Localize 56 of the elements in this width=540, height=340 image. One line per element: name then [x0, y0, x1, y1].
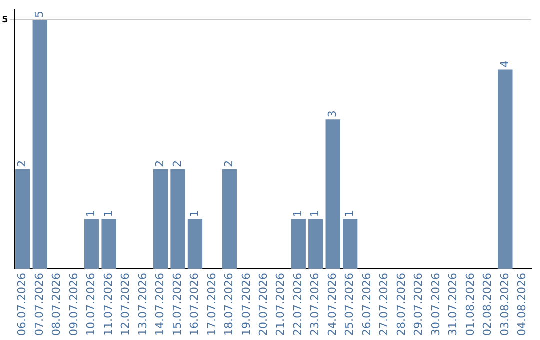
bar: [16, 169, 30, 270]
x-tick-label: 14.07.2026: [154, 273, 167, 336]
bar: [102, 219, 116, 270]
x-tick-label: 31.07.2026: [446, 273, 460, 336]
bar: [170, 169, 186, 270]
x-tick-label: 19.07.2026: [240, 273, 253, 336]
x-tick-label: 30.07.2026: [429, 273, 442, 336]
x-tick-label: 22.07.2026: [291, 273, 304, 336]
data-label: 1: [188, 210, 202, 218]
data-label: 2: [170, 160, 184, 168]
data-label: 2: [154, 160, 167, 168]
bar: [326, 120, 340, 270]
x-tick-label: 04.08.2026: [516, 273, 529, 336]
data-label: 2: [222, 160, 236, 168]
x-tick-label: 12.07.2026: [119, 273, 132, 336]
x-tick-label: 10.07.2026: [84, 273, 98, 336]
bar: [343, 219, 358, 270]
bar: [84, 219, 100, 270]
x-tick-label: 17.07.2026: [205, 273, 218, 336]
x-tick-label: 25.07.2026: [343, 273, 356, 336]
x-tick-label: 08.07.2026: [50, 273, 64, 336]
x-tick-label: 23.07.2026: [308, 273, 322, 336]
x-tick-label: 24.07.2026: [326, 273, 339, 336]
x-tick-label: 09.07.2026: [67, 273, 80, 336]
x-tick-label: 28.07.2026: [394, 273, 408, 336]
x-tick-label: 18.07.2026: [222, 273, 236, 336]
x-tick-label: 21.07.2026: [274, 273, 288, 336]
data-label: 1: [291, 210, 304, 218]
x-tick-label: 02.08.2026: [481, 273, 494, 336]
data-label: 4: [498, 60, 512, 68]
x-tick-label: 20.07.2026: [257, 273, 270, 336]
x-tick-label: 13.07.2026: [136, 273, 150, 336]
bar: [222, 169, 238, 270]
bar: [188, 219, 203, 270]
bar: [32, 20, 48, 270]
x-tick-label: 15.07.2026: [170, 273, 184, 336]
x-tick-label: 07.07.2026: [32, 273, 46, 336]
data-label: 2: [16, 160, 29, 168]
bar: [153, 169, 168, 270]
x-tick-label: 11.07.2026: [102, 273, 115, 336]
data-label: 1: [308, 210, 322, 218]
bar: [291, 219, 306, 270]
data-label: 1: [343, 210, 356, 218]
x-tick-label: 03.08.2026: [498, 273, 512, 336]
data-label: 1: [102, 210, 115, 218]
data-label: 5: [32, 10, 46, 18]
x-tick-label: 16.07.2026: [188, 273, 202, 336]
x-tick-label: 06.07.2026: [16, 273, 29, 336]
data-label: 1: [84, 210, 98, 218]
bar: [308, 219, 324, 270]
bar: [498, 70, 513, 270]
data-label: 3: [326, 110, 339, 118]
x-tick-label: 27.07.2026: [378, 273, 391, 336]
x-tick-label: 26.07.2026: [360, 273, 374, 336]
x-tick-label: 29.07.2026: [412, 273, 426, 336]
x-tick-label: 01.08.2026: [464, 273, 477, 336]
